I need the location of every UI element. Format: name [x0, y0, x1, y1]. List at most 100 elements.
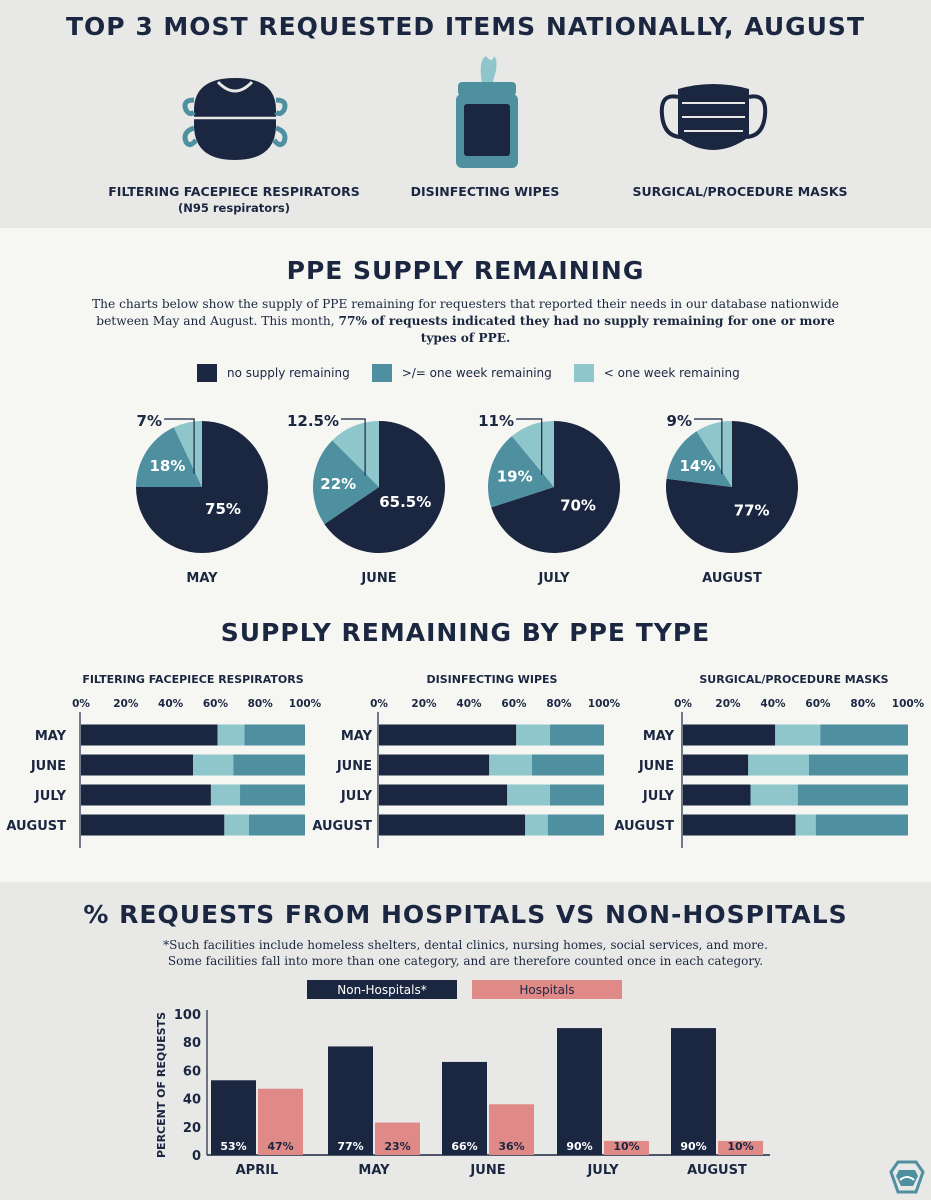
bar-xtick-1-5: 100% — [588, 698, 621, 710]
hbar-may-1 — [375, 1122, 420, 1155]
item-label-masks: SURGICAL/PROCEDURE MASKS — [632, 184, 848, 199]
y-tick-2: 40 — [183, 1093, 201, 1108]
pie-month-august: AUGUST — [702, 571, 762, 586]
hospital-footnote-line-2: Some facilities fall into more than one … — [167, 954, 764, 968]
pie-month-may: MAY — [186, 571, 218, 586]
bar-xtick-1-1: 20% — [411, 698, 437, 710]
shield-logo-icon — [889, 1160, 925, 1194]
bar-xtick-2-1: 20% — [715, 698, 741, 710]
bar-seg-0-0-0 — [81, 724, 218, 746]
bar-seg-1-3-2 — [547, 814, 604, 836]
hbar-label-july-1: 10% — [613, 1140, 639, 1153]
bar-seg-2-2-2 — [797, 784, 908, 806]
pie-label-may-2: 7% — [137, 412, 162, 430]
bar-seg-1-2-0 — [379, 784, 508, 806]
legend-label-none: no supply remaining — [227, 366, 350, 380]
bar-seg-0-1-0 — [81, 754, 193, 776]
bar-xtick-2-4: 80% — [850, 698, 876, 710]
bar-xtick-0-3: 60% — [203, 698, 229, 710]
bar-xtick-2-2: 40% — [760, 698, 786, 710]
pie-leader-may — [164, 418, 195, 474]
hospital-title: % REQUESTS FROM HOSPITALS VS NON-HOSPITA… — [83, 900, 848, 929]
hospital-bar-chart: Non-Hospitals* Hospitals PERCENT OF REQUES… — [155, 980, 770, 1178]
hbar-april-1 — [258, 1088, 303, 1155]
bar-seg-0-2-1 — [210, 784, 241, 806]
hbar-july-1 — [604, 1140, 649, 1155]
bar-row-label-2-0: MAY — [643, 729, 675, 744]
hbar-label-may-0: 77% — [337, 1140, 363, 1153]
hbar-august-1 — [718, 1140, 763, 1155]
bar-row-label-0-1: JUNE — [30, 759, 66, 774]
item-sub-respirators: (N95 respirators) — [178, 201, 290, 215]
item-label-respirators: FILTERING FACEPIECE RESPIRATORS — [108, 184, 360, 199]
hbar-may-0 — [328, 1046, 373, 1155]
supply-title: PPE SUPPLY REMAINING — [286, 256, 645, 285]
bar-panel-title-1: DISINFECTING WIPES — [427, 673, 558, 686]
ppe-type-bar-charts: FILTERING FACEPIECE RESPIRATORS 0% 20% 40% 6… — [6, 673, 925, 848]
pie-slice-may-1 — [136, 427, 202, 487]
bar-row-label-2-2: JULY — [642, 789, 675, 804]
hbar-label-june-0: 66% — [451, 1140, 477, 1153]
bar-row-label-1-2: JULY — [340, 789, 373, 804]
supply-intro-highlight: 77% of requests indicated they had no su… — [338, 314, 835, 345]
bar-row-label-2-3: AUGUST — [614, 819, 674, 834]
ppe-type-title: SUPPLY REMAINING BY PPE TYPE — [220, 618, 711, 647]
legend-label-week-plus: >/= one week remaining — [401, 366, 552, 380]
pie-slice-august-1 — [666, 431, 732, 487]
pie-slice-august-2 — [696, 421, 732, 487]
y-axis-label: PERCENT OF REQUESTS — [155, 1012, 168, 1158]
hbar-june-0 — [442, 1061, 487, 1155]
pie-label-june-2: 12.5% — [287, 412, 339, 430]
bar-xtick-0-4: 80% — [248, 698, 274, 710]
bar-seg-1-0-2 — [550, 724, 604, 746]
bar-row-label-0-0: MAY — [35, 729, 67, 744]
hbar-august-0 — [671, 1028, 716, 1155]
legend-label-non-hospitals: Non-Hospitals* — [337, 983, 426, 997]
pie-month-june: JUNE — [360, 571, 396, 586]
pie-leader-august — [694, 418, 723, 475]
hbar-label-may-1: 23% — [384, 1140, 410, 1153]
legend-swatch-none — [197, 364, 217, 382]
pie-slice-july-0 — [491, 421, 620, 553]
bar-seg-1-0-1 — [516, 724, 550, 746]
pie-label-june-0: 65.5% — [379, 493, 431, 511]
bar-seg-1-1-1 — [489, 754, 532, 776]
pie-label-august-0: 77% — [734, 501, 770, 519]
bar-xtick-1-0: 0% — [370, 698, 388, 710]
bar-row-label-0-3: AUGUST — [6, 819, 66, 834]
bar-seg-1-3-1 — [525, 814, 548, 836]
surgical-mask-icon — [659, 84, 768, 150]
pie-slice-june-0 — [324, 421, 445, 553]
hbar-label-april-0: 53% — [220, 1140, 246, 1153]
bar-xtick-1-3: 60% — [501, 698, 527, 710]
bar-seg-0-1-2 — [233, 754, 305, 776]
bar-seg-0-3-1 — [224, 814, 249, 836]
y-tick-3: 60 — [183, 1064, 201, 1079]
pie-label-july-1: 19% — [497, 468, 533, 486]
item-label-wipes: DISINFECTING WIPES — [410, 184, 560, 199]
hospital-footnote: *Such facilities include homeless shelte… — [60, 937, 871, 969]
pie-label-august-2: 9% — [667, 412, 692, 430]
y-tick-0: 0 — [192, 1149, 201, 1164]
bar-seg-2-1-0 — [683, 754, 749, 776]
bar-seg-0-2-0 — [81, 784, 211, 806]
bar-xtick-1-2: 40% — [456, 698, 482, 710]
pie-label-may-0: 75% — [205, 500, 241, 518]
bar-xtick-0-1: 20% — [113, 698, 139, 710]
bar-seg-0-0-1 — [217, 724, 245, 746]
bar-row-label-1-1: JUNE — [336, 759, 372, 774]
supply-pie-charts: 75% 18% 7% MAY 65.5% 22% 12.5% JUNE 70% 19% 11% JUL… — [136, 412, 799, 586]
pie-month-july: JULY — [537, 571, 570, 586]
bar-panel-title-2: SURGICAL/PROCEDURE MASKS — [699, 673, 888, 686]
bar-seg-2-0-2 — [820, 724, 908, 746]
legend-swatch-hospitals — [472, 980, 622, 999]
bar-xtick-0-2: 40% — [158, 698, 184, 710]
hbar-july-0 — [557, 1028, 602, 1155]
bar-row-label-1-0: MAY — [341, 729, 373, 744]
hbar-label-august-1: 10% — [727, 1140, 753, 1153]
bar-seg-1-2-2 — [550, 784, 604, 806]
hbar-label-april-1: 47% — [267, 1140, 293, 1153]
bar-seg-2-1-1 — [748, 754, 809, 776]
n95-respirator-icon — [182, 78, 288, 160]
pie-leader-june — [341, 418, 366, 476]
